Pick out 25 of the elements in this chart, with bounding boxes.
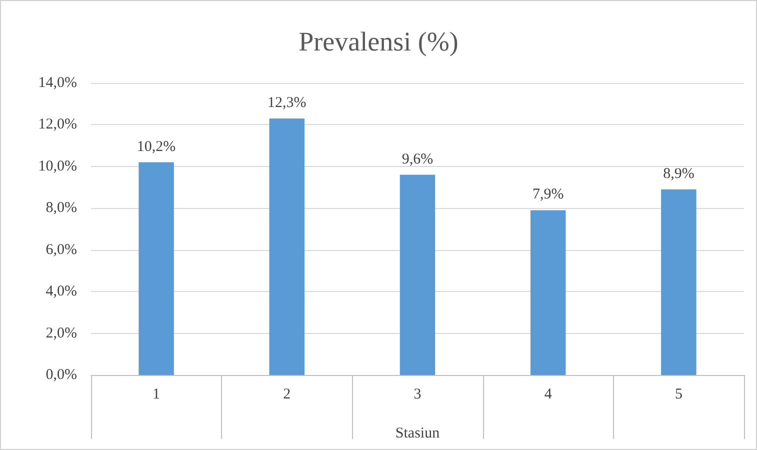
data-label: 8,9% bbox=[663, 166, 694, 182]
chart-title: Prevalensi (%) bbox=[298, 26, 458, 56]
y-tick-label: 2,0% bbox=[46, 325, 77, 342]
x-tick-label: 5 bbox=[674, 386, 682, 402]
x-tick-label: 1 bbox=[152, 386, 160, 402]
bar bbox=[138, 162, 174, 375]
y-tick-label: 0,0% bbox=[46, 367, 77, 383]
data-label: 12,3% bbox=[268, 94, 306, 111]
bar bbox=[269, 118, 305, 375]
data-label: 10,2% bbox=[136, 138, 176, 155]
data-label: 9,6% bbox=[402, 151, 434, 168]
y-tick-label: 10,0% bbox=[38, 158, 77, 174]
x-tick-label: 2 bbox=[283, 386, 291, 402]
bar bbox=[661, 189, 696, 375]
x-tick-label: 3 bbox=[414, 386, 422, 402]
x-axis-title: Stasiun bbox=[395, 426, 440, 442]
bar bbox=[400, 174, 436, 375]
y-tick-label: 8,0% bbox=[46, 200, 77, 216]
bar bbox=[530, 210, 566, 375]
y-tick-label: 12,0% bbox=[38, 116, 77, 133]
y-tick-label: 6,0% bbox=[46, 242, 77, 258]
y-tick-label: 4,0% bbox=[46, 284, 77, 300]
y-tick-label: 14,0% bbox=[38, 75, 77, 91]
x-tick-label: 4 bbox=[544, 386, 552, 402]
data-label: 7,9% bbox=[532, 186, 564, 203]
